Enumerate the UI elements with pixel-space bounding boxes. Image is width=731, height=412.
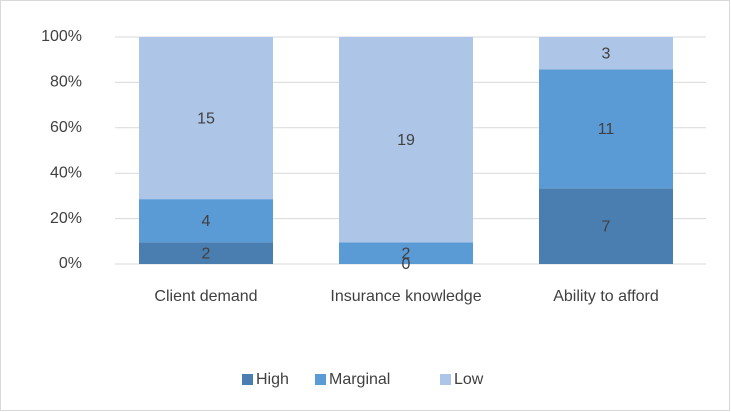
y-tick-label: 100% [41,28,82,45]
legend-label: Marginal [329,371,390,388]
bar-segment [339,37,473,243]
bar-segment [139,37,273,200]
legend-swatch [315,374,326,385]
y-tick-label: 20% [50,210,82,227]
data-label: 2 [202,245,211,262]
x-tick-label: Client demand [154,288,258,305]
legend-label: High [256,371,289,388]
data-label: 11 [598,121,615,138]
x-tick-label: Ability to afford [553,288,659,305]
data-label: 19 [397,132,415,149]
data-label: 0 [402,256,411,273]
x-tick-label: Insurance knowledge [330,288,482,305]
bar-segment [539,37,673,70]
data-label: 7 [602,218,611,235]
bar-segment [339,242,473,264]
legend-label: Low [454,371,484,388]
y-tick-label: 80% [50,74,82,91]
data-label: 3 [602,45,611,62]
bar-segment [139,242,273,264]
data-label: 15 [197,110,215,127]
legend-swatch [242,374,253,385]
data-label: 2 [402,245,411,262]
legend-swatch [440,374,451,385]
y-tick-label: 60% [50,119,82,136]
y-tick-label: 40% [50,164,82,181]
bar-segment [539,188,673,264]
bar-segment [139,199,273,243]
data-label: 4 [202,213,211,230]
bar-segment [539,69,673,189]
y-tick-label: 0% [59,255,82,272]
